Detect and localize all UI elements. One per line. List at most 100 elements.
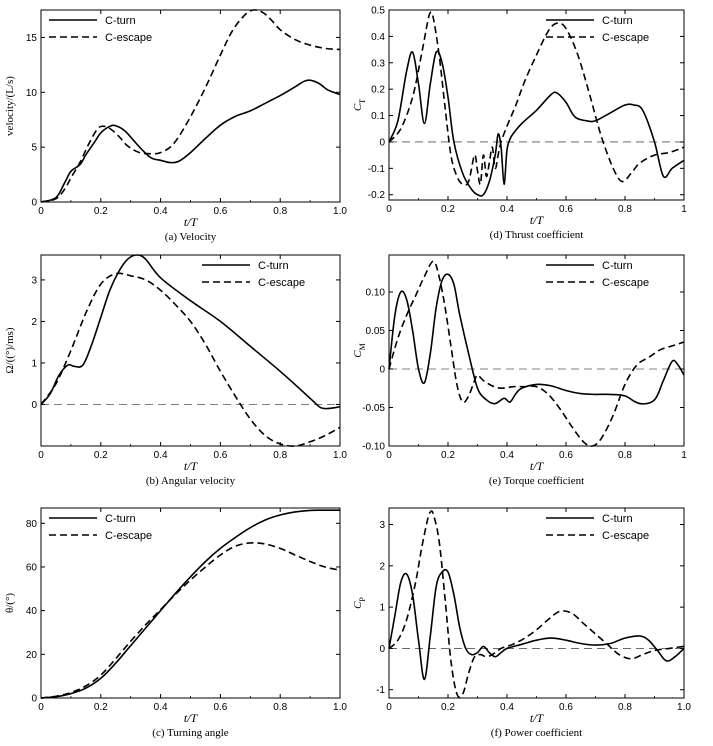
x-tick-label: 0.6 [559, 702, 573, 713]
y-axis-label-subscript: T [358, 99, 367, 104]
x-axis-label: t/T [530, 711, 545, 725]
legend-label: C-escape [602, 277, 649, 289]
y-tick-label: 0.2 [371, 85, 385, 96]
y-axis-label-subscript: P [358, 597, 367, 602]
y-tick-label: 0 [379, 137, 385, 148]
x-tick-label: 0.8 [618, 702, 632, 713]
y-tick-label: 0.1 [371, 111, 385, 122]
x-tick-label: 0.4 [154, 206, 168, 217]
x-tick-label: 0.2 [441, 204, 455, 215]
series-line-c-escape [388, 11, 685, 186]
y-axis-label-main: velocity/(L/s) [4, 76, 16, 136]
y-tick-label: 3 [379, 520, 385, 531]
y-axis-label-main: C [352, 350, 364, 358]
y-tick-label: -0.1 [368, 164, 386, 175]
legend-label: C-escape [105, 32, 152, 44]
y-axis-label-main: θ/(°) [4, 593, 16, 613]
plot-frame [40, 507, 341, 699]
y-tick-label: 80 [26, 519, 38, 530]
y-tick-label: 0.4 [371, 32, 385, 43]
series-line-c-escape [40, 9, 341, 203]
y-axis-label: CP [352, 597, 367, 609]
series-line-c-turn [388, 50, 685, 197]
y-tick-label: 10 [26, 88, 38, 99]
x-tick-label: 1 [681, 450, 687, 461]
y-axis-label-main: C [352, 601, 364, 609]
x-tick-label: 0.8 [273, 450, 287, 461]
panel-d: 0 0.2 0.4 0.6 0.8 1 -0.2 -0.1 0 0.1 0.2 0.3 0.4 0.5 C-… [352, 6, 687, 242]
panel-caption: (e) Torque coefficient [489, 475, 584, 487]
x-tick-label: 0.2 [94, 206, 108, 217]
x-tick-label: 1.0 [333, 450, 347, 461]
y-tick-label: 2 [31, 317, 37, 328]
x-tick-label: 0.4 [154, 702, 168, 713]
x-tick-label: 0.6 [213, 702, 227, 713]
x-tick-label: 1 [681, 204, 687, 215]
x-tick-label: 0 [38, 702, 44, 713]
legend-label: C-escape [258, 277, 305, 289]
legend-label: C-turn [602, 513, 633, 525]
panel-caption: (f) Power coefficient [491, 727, 582, 739]
y-axis-label-main: Ω/((°)/ms) [4, 327, 16, 374]
legend-label: C-turn [105, 15, 136, 27]
y-axis-label: Ω/((°)/ms) [4, 327, 16, 374]
x-tick-label: 0 [386, 450, 392, 461]
panel-e: 0 0.2 0.4 0.6 0.8 1 -0.10 -0.05 0 0.05 0.10 C-turn C… [352, 254, 687, 487]
x-tick-label: 0.6 [559, 204, 573, 215]
y-tick-label: -0.05 [362, 403, 385, 414]
y-tick-label: 0.10 [366, 287, 386, 298]
panel-f: 0 0.2 0.4 0.6 0.8 1.0-10123C-turnC-escapet/T(… [352, 507, 691, 739]
y-axis-label-main: C [352, 103, 364, 111]
y-tick-label: 0 [31, 400, 37, 411]
y-tick-label: -1 [376, 685, 385, 696]
x-tick-label: 0.4 [500, 204, 514, 215]
x-tick-label: 0.8 [273, 702, 287, 713]
y-tick-label: 20 [26, 650, 38, 661]
x-tick-label: 0.4 [154, 450, 168, 461]
y-tick-label: 0.05 [366, 326, 386, 337]
legend-label: C-turn [602, 15, 633, 27]
x-tick-label: 1.0 [333, 206, 347, 217]
x-tick-label: 0.6 [559, 450, 573, 461]
series-line-c-escape [40, 272, 341, 447]
series-line-c-turn [40, 79, 341, 203]
y-tick-label: 0 [379, 644, 385, 655]
panel-c: 0 0.2 0.4 0.6 0.8 1.0 0 20 40 60 80 C-turn C-escape t… [4, 507, 347, 739]
series-line-c-turn [388, 568, 685, 681]
panel-caption: (a) Velocity [165, 231, 217, 243]
panel-caption: (b) Angular velocity [146, 475, 236, 487]
legend-label: C-escape [105, 530, 152, 542]
y-tick-label: -0.10 [362, 442, 385, 453]
legend-label: C-turn [258, 260, 289, 272]
x-tick-label: 0.4 [500, 702, 514, 713]
panel-a: 0 0.2 0.4 0.6 0.8 1.0 0 5 10 15 C-turn C-escape t/T (… [4, 9, 347, 243]
y-tick-label: 0 [31, 694, 37, 705]
legend-label: C-escape [602, 530, 649, 542]
y-tick-label: 5 [31, 143, 37, 154]
series-line-c-escape [40, 542, 341, 699]
x-axis-label: t/T [184, 459, 199, 473]
panel-b: 0 0.2 0.4 0.6 0.8 1.0 0 1 2 3 C-turn C-escape t/T (b)… [4, 254, 347, 487]
x-tick-label: 0 [38, 450, 44, 461]
x-tick-label: 0.8 [618, 450, 632, 461]
y-tick-label: 60 [26, 562, 38, 573]
series-line-c-turn [40, 509, 341, 699]
x-tick-label: 0.8 [618, 204, 632, 215]
y-tick-label: 0.5 [371, 6, 385, 17]
x-axis-label: t/T [184, 711, 199, 725]
y-axis-label: CM [352, 343, 367, 357]
series-line-c-turn [388, 273, 685, 405]
y-tick-label: 1 [379, 603, 385, 614]
y-tick-label: 1 [31, 358, 37, 369]
legend-label: C-turn [602, 260, 633, 272]
y-tick-label: 0.3 [371, 58, 385, 69]
panel-caption: (c) Turning angle [152, 727, 229, 739]
x-tick-label: 0.6 [213, 450, 227, 461]
x-tick-label: 1.0 [333, 702, 347, 713]
y-tick-label: 15 [26, 33, 38, 44]
x-tick-label: 0 [38, 206, 44, 217]
y-tick-label: 3 [31, 275, 37, 286]
x-tick-label: 0.6 [213, 206, 227, 217]
y-tick-label: 40 [26, 606, 38, 617]
